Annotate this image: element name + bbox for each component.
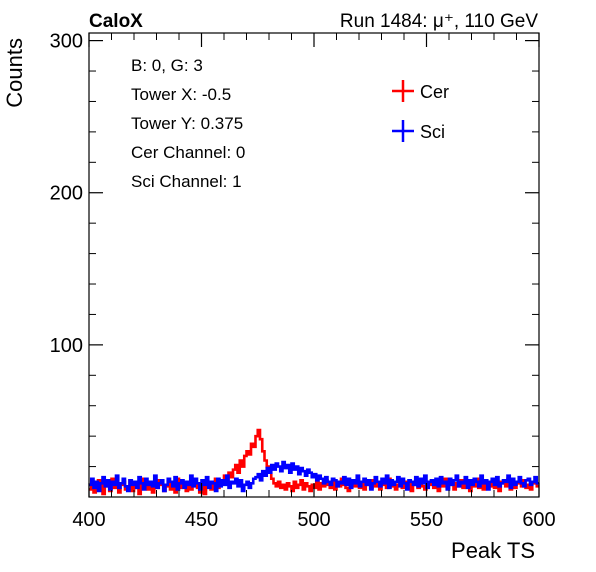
x-tick-label: 450 (185, 509, 218, 531)
x-tick-label: 600 (522, 509, 555, 531)
y-axis: 100 200 300 (50, 31, 539, 468)
info-line-tower-x: Tower X: -0.5 (131, 85, 231, 104)
info-line-tower-y: Tower Y: 0.375 (131, 114, 243, 133)
header-left-label: CaloX (89, 11, 143, 32)
x-tick-label: 550 (410, 509, 443, 531)
series-sci-line (89, 460, 539, 493)
y-tick-label: 300 (50, 31, 83, 53)
y-tick-label: 100 (50, 335, 83, 357)
y-tick-label: 200 (50, 183, 83, 205)
x-axis: 400 450 500 550 600 (72, 33, 556, 531)
header-right-label: Run 1484: μ⁺, 110 GeV (340, 11, 538, 32)
info-line-sci-channel: Sci Channel: 1 (131, 172, 242, 191)
legend-label-cer: Cer (420, 82, 449, 102)
legend-label-sci: Sci (420, 122, 445, 142)
info-line-board-gain: B: 0, G: 3 (131, 56, 203, 75)
legend: Cer Sci (392, 80, 449, 142)
x-tick-label: 500 (297, 509, 330, 531)
legend-marker-sci (392, 120, 414, 142)
y-axis-label: Counts (2, 38, 27, 108)
x-axis-label: Peak TS (451, 538, 535, 563)
info-box: B: 0, G: 3 Tower X: -0.5 Tower Y: 0.375 … (120, 48, 360, 196)
legend-marker-cer (392, 80, 414, 102)
info-line-cer-channel: Cer Channel: 0 (131, 143, 245, 162)
info-box-background (120, 48, 360, 196)
x-tick-label: 400 (72, 509, 105, 531)
